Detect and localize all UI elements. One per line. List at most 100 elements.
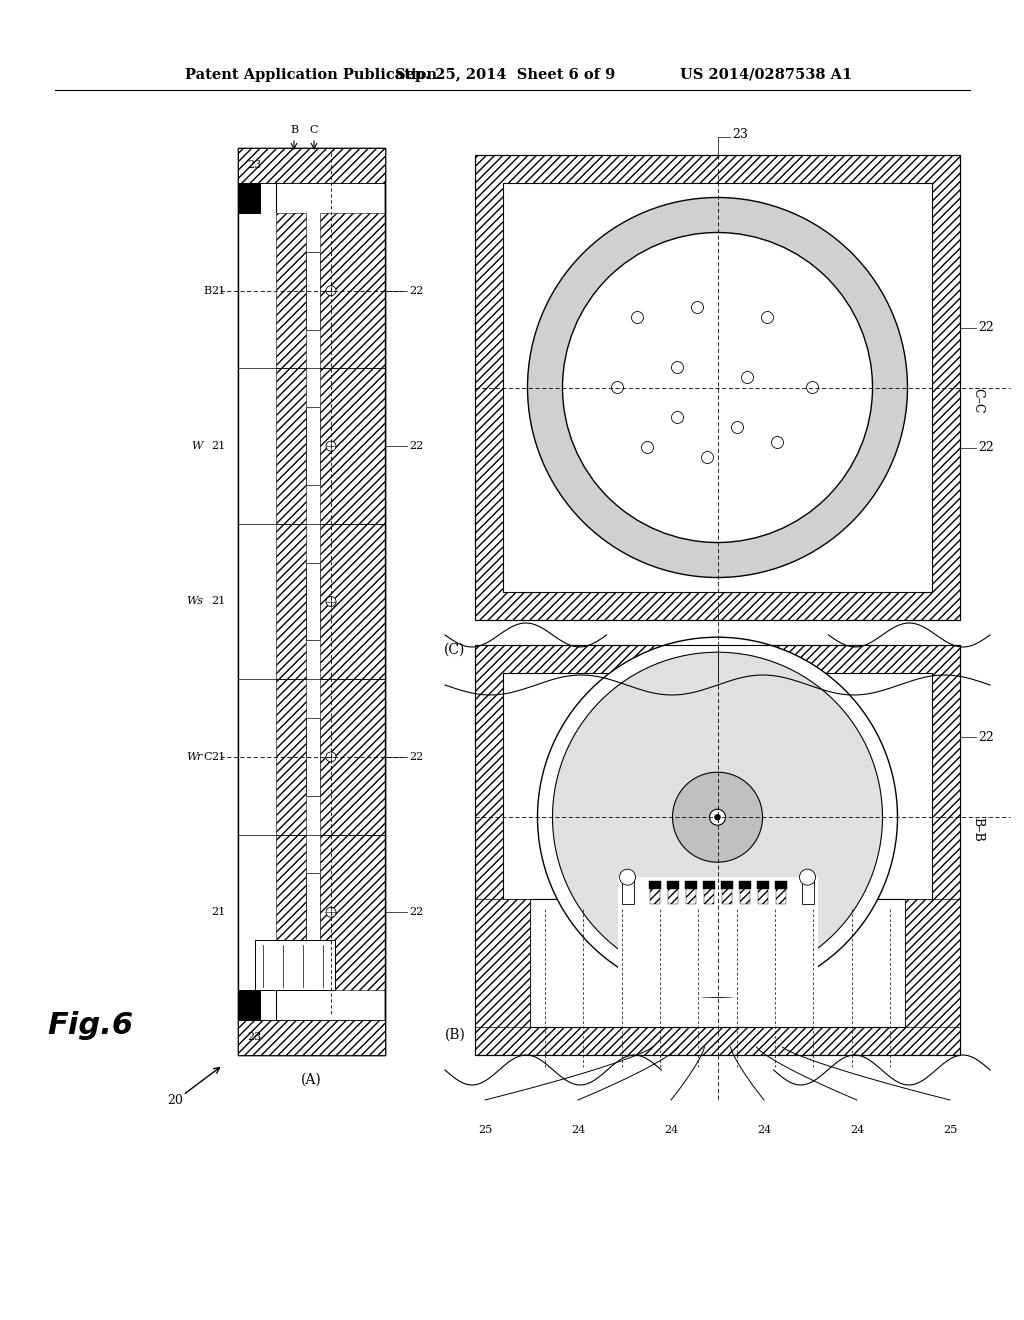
Text: 24: 24 xyxy=(850,1125,864,1135)
Text: 22: 22 xyxy=(409,907,423,917)
Text: Patent Application Publication: Patent Application Publication xyxy=(185,69,437,82)
Circle shape xyxy=(326,907,336,917)
Bar xyxy=(684,882,696,890)
Bar xyxy=(703,887,714,903)
Bar xyxy=(276,148,385,1055)
Text: 22: 22 xyxy=(978,321,993,334)
Text: 20: 20 xyxy=(167,1093,183,1106)
Text: B–B: B–B xyxy=(972,817,984,842)
Bar xyxy=(738,882,751,890)
Bar xyxy=(306,718,319,796)
Text: 21: 21 xyxy=(212,597,226,606)
Bar xyxy=(775,887,785,903)
Bar xyxy=(667,882,679,890)
Circle shape xyxy=(807,381,818,393)
Bar xyxy=(238,183,260,213)
Bar xyxy=(238,183,260,213)
Circle shape xyxy=(771,437,783,449)
Text: B: B xyxy=(290,125,298,135)
Circle shape xyxy=(715,814,721,820)
Text: (A): (A) xyxy=(301,1073,322,1086)
Text: 22: 22 xyxy=(978,441,993,454)
Circle shape xyxy=(326,441,336,451)
Text: 23: 23 xyxy=(732,128,749,141)
Circle shape xyxy=(632,312,643,323)
Text: Sep. 25, 2014  Sheet 6 of 9: Sep. 25, 2014 Sheet 6 of 9 xyxy=(395,69,615,82)
Circle shape xyxy=(611,381,624,393)
Bar xyxy=(475,899,530,1027)
Bar xyxy=(319,834,385,990)
Bar xyxy=(475,645,961,1055)
Text: US 2014/0287538 A1: US 2014/0287538 A1 xyxy=(680,69,852,82)
Bar xyxy=(530,899,905,1027)
Bar xyxy=(758,887,768,903)
Bar xyxy=(722,887,731,903)
Circle shape xyxy=(800,869,815,886)
Text: 24: 24 xyxy=(664,1125,678,1135)
Bar xyxy=(685,887,695,903)
Bar xyxy=(648,882,660,890)
Bar xyxy=(276,213,385,990)
Bar xyxy=(306,562,319,640)
Text: C–C: C–C xyxy=(972,388,984,413)
Bar xyxy=(238,183,260,213)
Bar xyxy=(306,874,319,952)
Bar xyxy=(319,368,385,524)
Circle shape xyxy=(673,772,763,862)
Text: C: C xyxy=(309,125,318,135)
Text: (B): (B) xyxy=(444,1028,466,1041)
Bar xyxy=(721,882,732,890)
Text: 21: 21 xyxy=(212,752,226,762)
Bar xyxy=(503,673,932,899)
Text: 22: 22 xyxy=(409,285,423,296)
Circle shape xyxy=(326,285,336,296)
Text: 21: 21 xyxy=(212,441,226,451)
Bar xyxy=(757,882,768,890)
Bar xyxy=(276,680,306,834)
Circle shape xyxy=(326,752,336,762)
Text: 25: 25 xyxy=(478,1125,493,1135)
Bar xyxy=(617,878,817,997)
Bar xyxy=(802,878,813,903)
Bar xyxy=(276,148,385,1055)
Circle shape xyxy=(553,652,883,982)
Bar xyxy=(622,878,634,903)
Bar xyxy=(238,990,260,1020)
Bar xyxy=(238,1020,385,1055)
Bar xyxy=(739,887,750,903)
Bar xyxy=(238,148,385,183)
Text: B: B xyxy=(204,285,212,296)
Text: 24: 24 xyxy=(757,1125,771,1135)
Bar xyxy=(503,673,932,899)
Bar xyxy=(475,154,961,620)
Circle shape xyxy=(741,371,754,384)
Bar xyxy=(306,408,319,484)
Circle shape xyxy=(620,869,636,886)
Bar xyxy=(774,882,786,890)
Bar xyxy=(306,252,319,330)
Bar xyxy=(668,887,678,903)
Bar xyxy=(238,990,260,1020)
Bar xyxy=(702,882,715,890)
Circle shape xyxy=(762,312,773,323)
Text: 22: 22 xyxy=(409,752,423,762)
Bar xyxy=(276,524,306,680)
Text: 23: 23 xyxy=(247,1032,261,1043)
Text: W: W xyxy=(191,441,203,451)
Bar xyxy=(475,645,961,1055)
Text: 25: 25 xyxy=(943,1125,957,1135)
Bar xyxy=(319,524,385,680)
Bar xyxy=(276,213,306,368)
Text: (C): (C) xyxy=(444,643,466,657)
Bar xyxy=(649,887,659,903)
Bar xyxy=(238,148,385,1055)
Bar xyxy=(238,148,385,1055)
Circle shape xyxy=(538,638,897,997)
Circle shape xyxy=(562,232,872,543)
Bar xyxy=(905,899,961,1027)
Text: Fig.6: Fig.6 xyxy=(47,1011,133,1040)
Bar xyxy=(238,213,276,990)
Bar xyxy=(238,990,260,1020)
Circle shape xyxy=(691,301,703,314)
Circle shape xyxy=(527,198,907,578)
